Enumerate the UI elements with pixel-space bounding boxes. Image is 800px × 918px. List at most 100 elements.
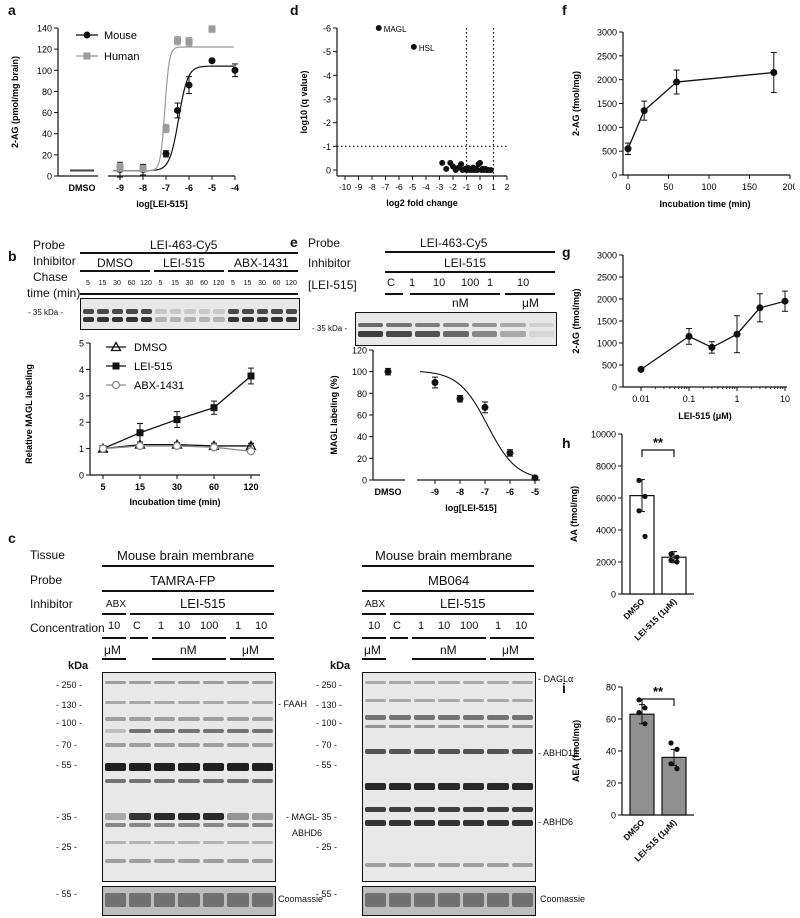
g-line xyxy=(640,300,786,370)
c-left-gel-band xyxy=(153,763,176,771)
c-left-gel-band xyxy=(251,859,274,863)
b-gel-band xyxy=(213,317,225,322)
c-right-gel-band xyxy=(487,699,509,702)
e-gel-blot xyxy=(355,312,557,346)
h-sig-bracket xyxy=(641,449,675,457)
b-legend-marker xyxy=(110,341,122,352)
c-left-probe: TAMRA-FP xyxy=(150,573,216,588)
b-gel-band xyxy=(111,317,124,322)
e-dmso-point xyxy=(384,368,392,376)
c-right-gel-band xyxy=(413,725,436,728)
b-time-line xyxy=(80,293,298,295)
d-x-tick-label: -2 xyxy=(449,182,457,192)
d-point xyxy=(458,161,465,168)
c-right-gel-band xyxy=(364,749,387,754)
c-right-gel-band xyxy=(364,807,387,812)
c-left-gel-band xyxy=(104,729,127,733)
e-y-tick-label: 120 xyxy=(352,346,367,356)
h-x-tick-label: DMSO xyxy=(621,596,646,621)
e-y-tick-label: 0 xyxy=(362,476,367,486)
c-left-gel-band xyxy=(153,859,176,863)
b-time-label: 60 xyxy=(127,280,136,287)
i-dot xyxy=(674,746,680,752)
c-right-nm-line xyxy=(412,637,486,639)
b-group-dmso: DMSO xyxy=(97,256,133,270)
c-left-marker: - 100 - xyxy=(56,718,83,728)
g-y-tick-label: 2000 xyxy=(597,295,617,305)
d-x-tick-label: -5 xyxy=(409,182,417,192)
b-legend-marker xyxy=(111,380,121,390)
i-dot xyxy=(636,697,642,703)
b-gel-band xyxy=(155,317,167,322)
c-left-coomassie-band xyxy=(153,893,176,907)
c-left-gel-band xyxy=(153,729,176,733)
c-left-unit-line-3 xyxy=(230,658,274,660)
c-left-gel-band xyxy=(251,813,274,820)
e-probe-name: LEI-463-Cy5 xyxy=(420,236,488,250)
b-time-label: 60 xyxy=(200,280,208,287)
c-right-gel-band xyxy=(487,820,509,826)
c-right-coomassie-band xyxy=(364,893,387,907)
c-left-gel-band xyxy=(129,717,151,721)
c-left-gel-band xyxy=(227,841,249,844)
c-right-gel-band xyxy=(389,807,411,812)
c-right-gel-band xyxy=(438,715,460,720)
f-y-tick-label: 3000 xyxy=(597,28,617,38)
d-point xyxy=(477,159,483,166)
d-point xyxy=(439,159,446,166)
c-left-conc-labels: 10 C 1 10 100 1 10 xyxy=(102,620,274,634)
c-left-gel-band xyxy=(178,763,200,771)
c-left-gel-band xyxy=(202,841,225,844)
c-left-gel-band xyxy=(178,743,200,747)
c-left-conc-label: 10 xyxy=(108,620,121,632)
d-x-tick-label: -8 xyxy=(368,182,376,192)
c-right-gel-band xyxy=(389,681,411,684)
d-x-label: log2 fold change xyxy=(386,198,458,208)
c-right-um-line-1 xyxy=(362,637,386,639)
b-gel-blot xyxy=(80,298,300,330)
e-inhibitor-name: LEI-515 xyxy=(444,256,487,270)
c-left-marker: - 70 - xyxy=(56,740,78,750)
c-left-gel-band xyxy=(251,763,274,771)
c-right-gel-band xyxy=(389,820,411,826)
b-gel-band xyxy=(198,317,211,322)
c-left-gel-band xyxy=(227,743,249,747)
b-time-label: 15 xyxy=(171,280,179,287)
c-left-probe-line xyxy=(102,590,274,592)
a-x-tick-label: DMSO xyxy=(69,183,96,193)
i-y-tick-label: 40 xyxy=(606,747,616,757)
g-point xyxy=(756,304,764,312)
i-bar-1 xyxy=(661,756,687,816)
f-y-tick-label: 0 xyxy=(612,171,617,181)
b-gel-band xyxy=(242,309,254,314)
f-point xyxy=(640,107,648,115)
d-x-tick-label: -6 xyxy=(395,182,403,192)
d-x-tick-label: -10 xyxy=(339,182,352,192)
c-right-conc-label: 10 xyxy=(368,620,381,632)
c-left-gel-band xyxy=(153,681,176,684)
c-left-nm-line xyxy=(152,637,226,639)
a-point-human xyxy=(139,165,147,173)
c-right-marker: - 130 - xyxy=(316,700,343,710)
b-x-tick-label: 60 xyxy=(209,482,219,492)
a-x-tick-label: -6 xyxy=(185,183,193,193)
c-left-band-abhd6: ABHD6 xyxy=(292,828,323,838)
h-dot xyxy=(636,477,642,483)
b-probe-name: LEI-463-Cy5 xyxy=(150,238,218,252)
b-point-lei-515 xyxy=(136,429,144,437)
e-y-tick-label: 100 xyxy=(352,367,367,377)
f-line xyxy=(627,71,774,150)
c-left-gel-band xyxy=(153,813,176,820)
e-x-tick-label: -7 xyxy=(481,487,489,497)
b-time-label: 15 xyxy=(243,280,252,287)
c-left-gel-band xyxy=(202,779,225,783)
c-left-gel-band xyxy=(129,763,151,771)
c-right-gel-band xyxy=(487,749,509,754)
b-point-lei-515 xyxy=(173,416,181,424)
chart-g: 0 500 1000 1500 2000 2500 3000 2-AG (fmol/mg) 0.… xyxy=(571,251,790,422)
c-left-tissue: Mouse brain membrane xyxy=(117,548,255,563)
c-right-conc-label: 10 xyxy=(438,620,451,632)
c-left-gel-band xyxy=(104,681,127,684)
b-chase-unit: time (min) xyxy=(27,286,81,300)
c-right-gel-band xyxy=(389,715,411,720)
